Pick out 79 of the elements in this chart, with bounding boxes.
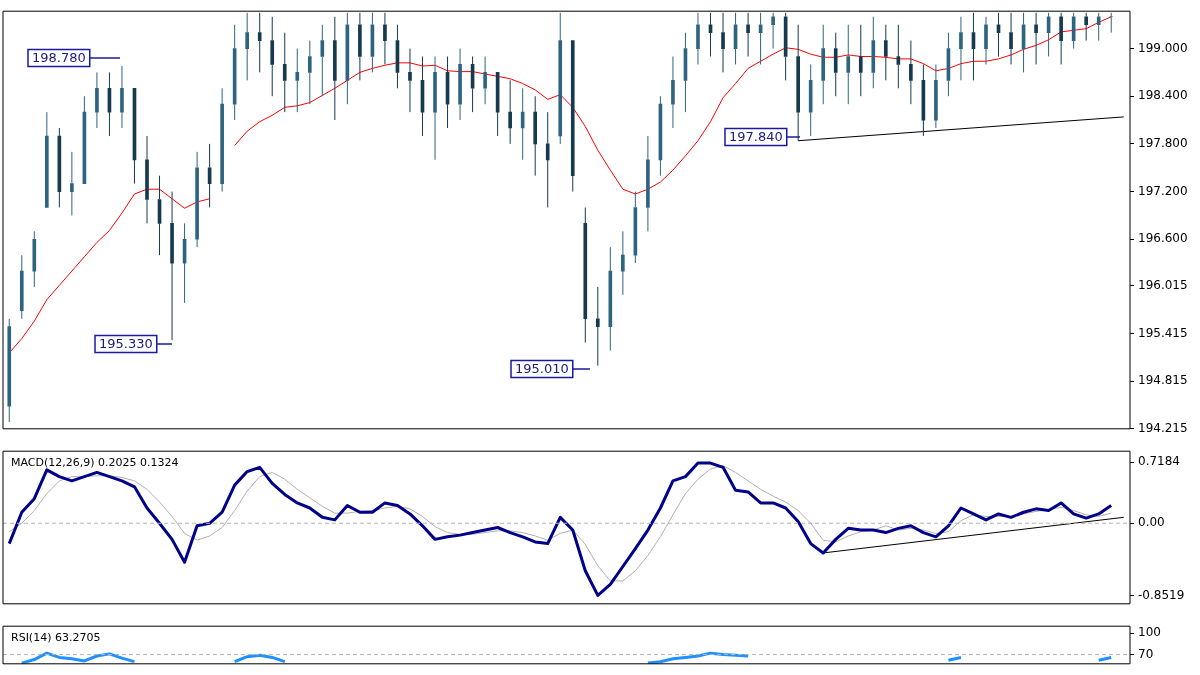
y-tick-label: 199.000	[1138, 40, 1188, 55]
y-tick-label: 197.200	[1138, 183, 1188, 198]
candlestick	[646, 135, 650, 232]
candlestick	[1096, 12, 1101, 42]
candlestick	[808, 63, 813, 137]
candlestick	[408, 48, 412, 113]
candlestick	[858, 24, 863, 97]
candlestick	[934, 63, 938, 129]
candlestick	[595, 286, 600, 367]
candlestick	[282, 32, 287, 113]
candlestick	[333, 16, 337, 121]
candlestick	[883, 24, 888, 81]
candlestick	[545, 111, 550, 208]
annotation: 198.780	[32, 50, 86, 66]
y-tick-label: 0.7184	[1138, 454, 1180, 469]
candlestick	[833, 32, 838, 97]
candlestick	[520, 87, 525, 161]
candlestick	[583, 206, 588, 344]
y-tick-label: 198.400	[1138, 88, 1188, 103]
candlestick	[320, 24, 325, 97]
candlestick	[1059, 12, 1063, 65]
candlestick	[721, 12, 725, 73]
candlestick	[220, 87, 224, 193]
candlestick	[570, 40, 575, 193]
y-tick-label: 194.215	[1138, 420, 1188, 435]
candlestick	[984, 16, 988, 65]
candlestick	[1009, 12, 1013, 65]
candlestick	[696, 12, 700, 65]
y-tick-label: 197.800	[1138, 136, 1188, 151]
candlestick	[909, 40, 913, 105]
candlestick	[195, 151, 199, 248]
candlestick	[796, 24, 800, 142]
y-tick-label: 194.815	[1138, 373, 1188, 388]
candlestick	[70, 151, 74, 216]
candlestick	[7, 318, 12, 423]
candlestick	[383, 12, 387, 65]
y-tick-label: 0.00	[1138, 515, 1165, 530]
candlestick	[307, 40, 312, 105]
candlestick	[771, 12, 775, 50]
candlestick	[746, 12, 750, 57]
y-tick-label: 196.015	[1138, 277, 1188, 292]
candlestick	[170, 191, 174, 341]
candlestick	[145, 135, 149, 224]
candlestick	[821, 24, 826, 105]
candlestick	[846, 24, 851, 105]
candlestick	[433, 56, 437, 161]
candlestick	[1034, 12, 1038, 65]
candlestick	[608, 246, 613, 352]
y-tick-label: 195.415	[1138, 325, 1188, 340]
candlestick	[458, 48, 462, 121]
candlestick	[245, 12, 250, 81]
chart-title: MACD(12,26,9) 0.2025 0.1324	[11, 455, 179, 469]
candlestick	[358, 12, 362, 81]
candlestick	[95, 71, 99, 129]
y-tick-label: 196.600	[1138, 231, 1188, 246]
candlestick	[671, 56, 675, 129]
candlestick	[19, 254, 24, 320]
candlestick	[270, 16, 275, 97]
candlestick	[959, 16, 963, 81]
chart-title: RSI(14) 63.2705	[11, 630, 101, 644]
candlestick	[257, 12, 262, 73]
y-tick-label: -0.8519	[1138, 587, 1185, 602]
annotation: 195.330	[99, 336, 153, 352]
y-tick-label: 100	[1138, 625, 1161, 640]
candlestick	[871, 16, 876, 89]
candlestick	[32, 230, 37, 288]
candlestick	[621, 230, 625, 296]
candlestick	[295, 48, 300, 113]
candlestick	[533, 95, 538, 177]
candlestick	[483, 56, 487, 105]
candlestick	[120, 65, 124, 129]
candlestick	[45, 111, 49, 208]
candlestick	[558, 12, 563, 145]
y-tick-label: 70	[1138, 646, 1154, 661]
candlestick	[1109, 12, 1114, 34]
candlestick	[508, 79, 512, 145]
annotation: 195.010	[515, 361, 569, 377]
annotation: 197.840	[729, 129, 783, 145]
candlestick	[1084, 12, 1088, 42]
